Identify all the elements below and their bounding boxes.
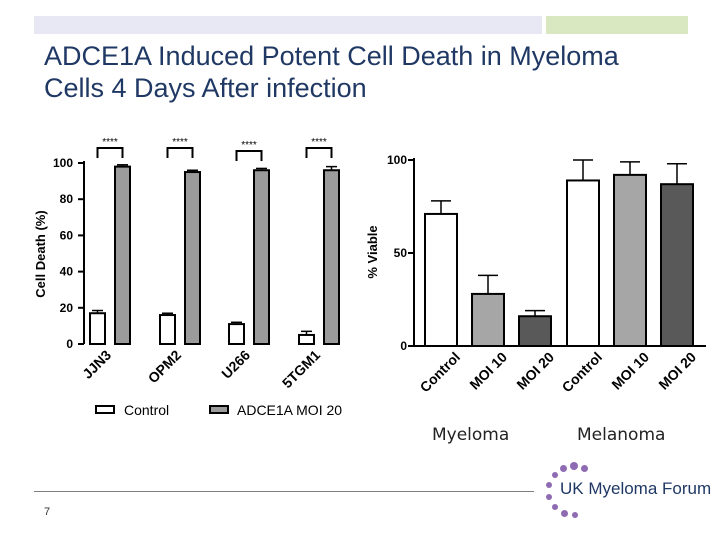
chart2-category-label: MOI 20 bbox=[513, 349, 557, 393]
chart2-y-tick-label: 0 bbox=[400, 339, 407, 353]
chart1-significance-bracket bbox=[235, 150, 263, 161]
chart2-category-label: MOI 10 bbox=[608, 349, 652, 393]
chart1-significance-label: **** bbox=[311, 137, 327, 148]
logo-dot bbox=[581, 465, 588, 472]
logo-dot bbox=[546, 494, 552, 500]
logo-dot bbox=[552, 472, 558, 478]
chart2-category-label: MOI 20 bbox=[655, 349, 699, 393]
chart2-category-label: MOI 10 bbox=[466, 349, 510, 393]
chart2-bar bbox=[660, 183, 694, 347]
logo-dot bbox=[552, 504, 558, 510]
uk-myeloma-forum-logo: UK Myeloma Forum bbox=[540, 462, 720, 522]
chart2-bar bbox=[566, 179, 600, 347]
logo-text: UK Myeloma Forum bbox=[560, 479, 712, 498]
chart1-bar-control bbox=[228, 323, 245, 345]
chart1-bar-adce1a bbox=[114, 165, 131, 345]
chart1-y-tick-label: 100 bbox=[53, 156, 73, 170]
chart1-significance-bracket bbox=[96, 147, 124, 158]
legend-label-adce1a: ADCE1A MOI 20 bbox=[237, 402, 342, 418]
chart2-category-label: Control bbox=[559, 349, 606, 396]
chart1-bar-control bbox=[298, 333, 315, 346]
chart1-significance-label: **** bbox=[172, 137, 188, 148]
chart1-bar-adce1a bbox=[323, 169, 340, 345]
chart2-y-tick-label: 50 bbox=[394, 246, 408, 260]
chart1-bar-adce1a bbox=[184, 171, 201, 345]
chart2-bar bbox=[518, 315, 552, 347]
chart1-significance-bracket bbox=[166, 147, 194, 158]
chart2-y-tick-label: 100 bbox=[387, 153, 407, 167]
chart1-bar-adce1a bbox=[253, 169, 270, 345]
chart1-category-label: 5TGM1 bbox=[279, 347, 323, 391]
chart1-y-tick-label: 60 bbox=[60, 228, 74, 242]
chart2-category-label: Control bbox=[417, 349, 464, 396]
logo-dot bbox=[570, 462, 578, 470]
chart1-y-tick-label: 20 bbox=[60, 301, 74, 315]
chart1-bar-control bbox=[159, 314, 176, 346]
chart1-category-label: JJN3 bbox=[79, 347, 114, 382]
header-band-green bbox=[546, 16, 688, 34]
chart2-bar bbox=[424, 212, 458, 347]
legend-swatch-adce1a bbox=[209, 405, 229, 414]
chart2-bar bbox=[471, 292, 505, 348]
page-number: 7 bbox=[44, 506, 51, 518]
logo-dot bbox=[546, 482, 552, 488]
chart2-bar bbox=[613, 173, 647, 347]
chart1-significance-label: **** bbox=[241, 140, 257, 151]
legend-label-control: Control bbox=[124, 402, 169, 418]
header-band-lavender bbox=[34, 16, 542, 34]
logo-dot bbox=[561, 510, 568, 517]
chart1-significance-bracket bbox=[305, 147, 333, 158]
chart1-y-tick-label: 80 bbox=[60, 192, 74, 206]
chart2-y-axis-label: % Viable bbox=[365, 225, 380, 278]
logo-dot bbox=[560, 465, 567, 472]
chart1-category-label: OPM2 bbox=[145, 347, 185, 387]
caption-melanoma: Melanoma bbox=[577, 425, 666, 445]
chart1-y-tick-label: 0 bbox=[66, 337, 73, 351]
chart1-y-tick-label: 40 bbox=[60, 265, 74, 279]
slide-title: ADCE1A Induced Potent Cell Death in Myel… bbox=[44, 41, 619, 103]
caption-myeloma: Myeloma bbox=[432, 425, 510, 445]
chart1-category-label: U266 bbox=[218, 347, 253, 382]
chart1-significance-label: **** bbox=[102, 137, 118, 148]
logo-dot bbox=[572, 512, 578, 518]
chart1-y-axis-label: Cell Death (%) bbox=[33, 210, 48, 297]
chart1-bar-control bbox=[89, 312, 106, 346]
footer-divider bbox=[34, 491, 534, 492]
legend-swatch-control bbox=[95, 405, 115, 414]
